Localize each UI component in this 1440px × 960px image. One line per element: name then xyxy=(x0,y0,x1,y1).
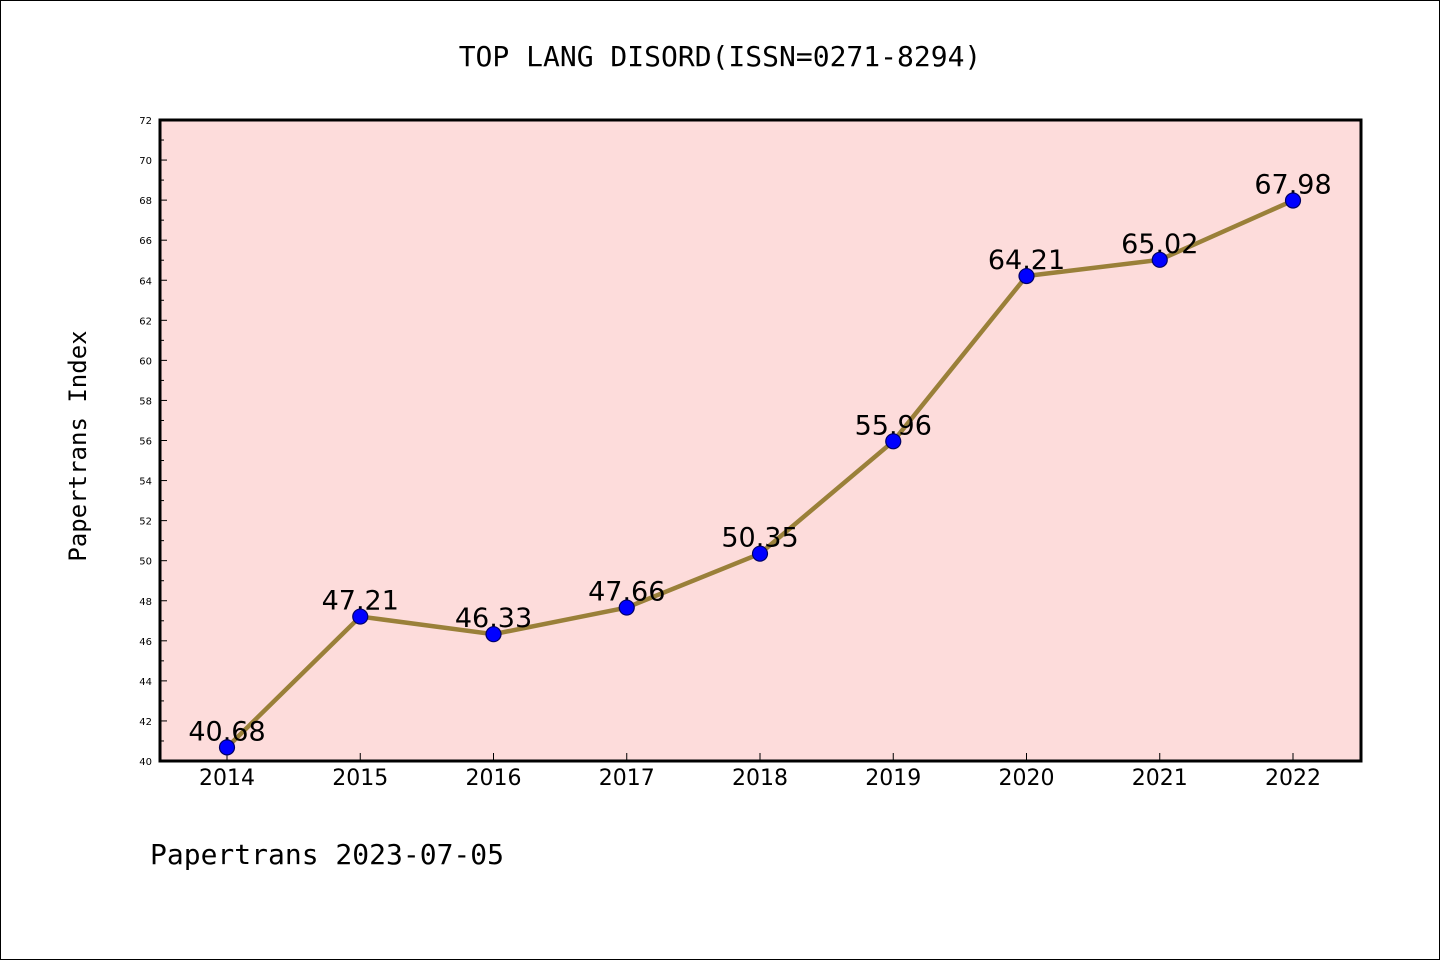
data-point xyxy=(1018,267,1035,285)
data-point xyxy=(218,739,236,756)
plot-border xyxy=(158,118,1363,763)
x-tick-label: 2022 xyxy=(1265,766,1321,791)
y-tick-label: 70 xyxy=(139,156,152,167)
x-tick-label: 2014 xyxy=(199,766,255,791)
y-tick-label: 46 xyxy=(139,637,152,648)
x-tick-label: 2020 xyxy=(999,766,1055,791)
footer-text: Papertrans 2023-07-05 xyxy=(150,838,504,871)
data-markers xyxy=(218,192,1302,756)
y-tick-label: 52 xyxy=(139,517,152,528)
plot-area xyxy=(160,120,1361,761)
y-tick-label: 50 xyxy=(139,557,152,568)
x-tick-label: 2016 xyxy=(466,766,522,791)
y-tick-label: 42 xyxy=(139,717,152,728)
y-tick-label: 62 xyxy=(139,316,152,327)
x-tick-label: 2017 xyxy=(599,766,655,791)
y-tick-label: 72 xyxy=(139,116,152,127)
y-tick-label: 44 xyxy=(139,677,152,688)
data-point xyxy=(1284,192,1302,209)
x-tick-label: 2018 xyxy=(732,766,788,791)
data-point xyxy=(1151,251,1168,268)
data-point xyxy=(352,608,369,625)
y-tick-label: 64 xyxy=(139,276,152,287)
y-tick-label: 56 xyxy=(139,437,152,448)
x-tick-label: 2015 xyxy=(332,766,388,791)
data-point xyxy=(885,433,902,450)
data-point xyxy=(751,545,769,562)
y-tick-label: 48 xyxy=(139,597,152,608)
y-tick-label: 68 xyxy=(139,196,152,207)
chart-title: TOP LANG DISORD(ISSN=0271-8294) xyxy=(459,40,982,73)
y-axis-label: Papertrans Index xyxy=(64,330,92,561)
data-point xyxy=(485,626,502,643)
x-tick-label: 2021 xyxy=(1132,766,1188,791)
x-axis: 2014 2015 2016 2017 2018 2019 2020 2021 2022 xyxy=(199,753,1321,791)
y-tick-label: 54 xyxy=(139,477,152,488)
y-tick-label: 66 xyxy=(139,236,152,247)
y-tick-label: 60 xyxy=(139,356,152,367)
y-tick-label: 58 xyxy=(139,396,152,407)
y-axis: 40 42 44 46 48 50 52 54 56 58 60 62 64 66 68 70 72 xyxy=(139,116,167,768)
x-tick-label: 2019 xyxy=(865,766,921,791)
y-tick-label: 40 xyxy=(139,757,152,768)
data-point xyxy=(618,599,635,616)
